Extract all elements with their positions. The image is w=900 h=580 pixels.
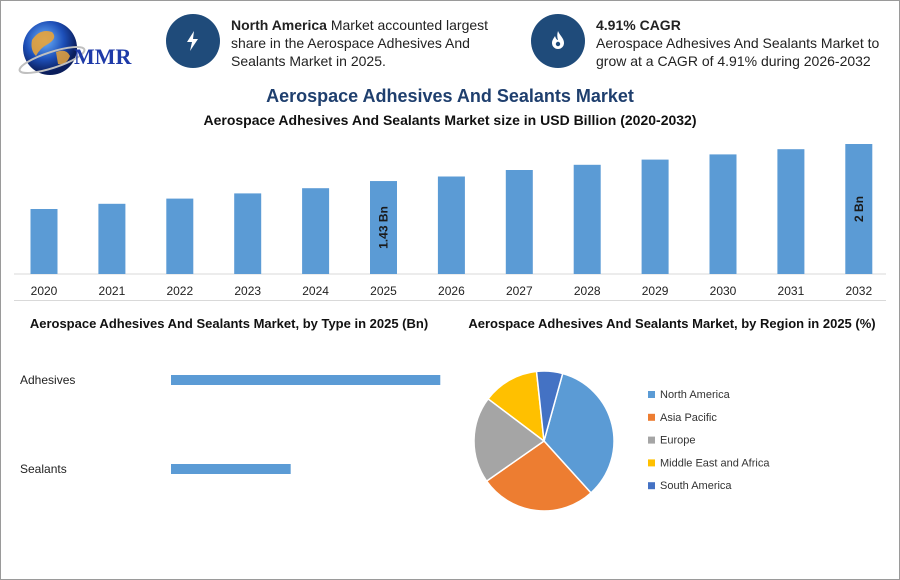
legend-swatch [648,413,655,421]
bar-2029 [641,159,669,274]
bar-2024 [302,188,330,274]
pie-slice-asia-pacific [485,440,593,512]
legend-label: South America [660,480,732,492]
x-tick-label: 2023 [234,284,261,298]
x-tick-label: 2021 [99,284,126,298]
chart-main-title: Aerospace Adhesives And Sealants Market [266,86,634,106]
pie-slice-north-america [543,372,615,494]
type-label-adhesives: Adhesives [20,373,75,387]
type-bar-chart: Adhesives Sealants [20,373,441,476]
highlight-north-america: North America Market accounted largest s… [231,16,521,70]
region-pie-chart: North America Asia Pacific Europe Middle Ea… [473,370,770,512]
bar-2028 [573,164,601,274]
x-tick-label: 2029 [642,284,669,298]
legend-swatch [648,391,655,398]
x-tick-label: 2030 [710,284,737,298]
bar-2030 [709,154,737,274]
bar-2032 [845,144,873,274]
legend-label: North America [660,389,731,401]
x-tick-label: 2027 [506,284,533,298]
bar-2021 [98,203,126,274]
highlight-text: Market accounted largest share in the Ae… [231,17,489,69]
bar-2022 [166,198,194,274]
bar-2023 [234,193,262,274]
chart-subtitle: Aerospace Adhesives And Sealants Market … [203,112,697,128]
region-chart-title: Aerospace Adhesives And Sealants Market,… [468,316,876,331]
bar-2031 [777,149,805,274]
bar-2020 [30,209,58,274]
type-bar-sealants [171,464,291,474]
type-bar-adhesives [171,375,441,385]
x-tick-label: 2022 [166,284,193,298]
flame-icon [531,14,585,68]
pie-slice-europe [473,397,546,483]
x-tick-label: 2031 [778,284,805,298]
data-label: 2 Bn [852,196,866,222]
divider [14,300,886,301]
highlight-title: North America [231,17,327,33]
type-label-sealants: Sealants [20,462,67,476]
bar-2027 [505,170,533,274]
legend-label: Middle East and Africa [660,457,770,469]
bar-2025 [370,181,397,274]
logo-text: MMR [74,44,132,69]
globe-icon [18,21,86,75]
legend-swatch [648,482,655,490]
legend-label: Europe [660,435,695,447]
x-tick-label: 2032 [845,284,872,298]
x-tick-label: 2026 [438,284,465,298]
highlight-text: Aerospace Adhesives And Sealants Market … [596,35,880,69]
pie-slice-middle-east-and-africa [487,370,545,443]
legend-label: Asia Pacific [660,412,717,424]
lightning-icon [166,14,220,68]
data-label: 1.43 Bn [377,206,391,249]
x-tick-label: 2025 [370,284,397,298]
x-tick-label: 2028 [574,284,601,298]
mmr-logo [18,18,138,78]
x-tick-label: 2024 [302,284,329,298]
x-tick-label: 2020 [31,284,58,298]
type-chart-title: Aerospace Adhesives And Sealants Market,… [29,316,429,331]
legend-swatch [648,436,655,444]
highlight-title: 4.91% CAGR [596,17,681,33]
legend-swatch [648,459,655,467]
pie-slice-south-america [535,370,564,442]
highlight-cagr: 4.91% CAGR Aerospace Adhesives And Seala… [596,16,886,70]
bar-2026 [437,176,465,274]
market-size-bar-chart: 2020 2021 2022 2023 2024 2025 1.43 Bn 2026 2027 2… [14,144,886,298]
